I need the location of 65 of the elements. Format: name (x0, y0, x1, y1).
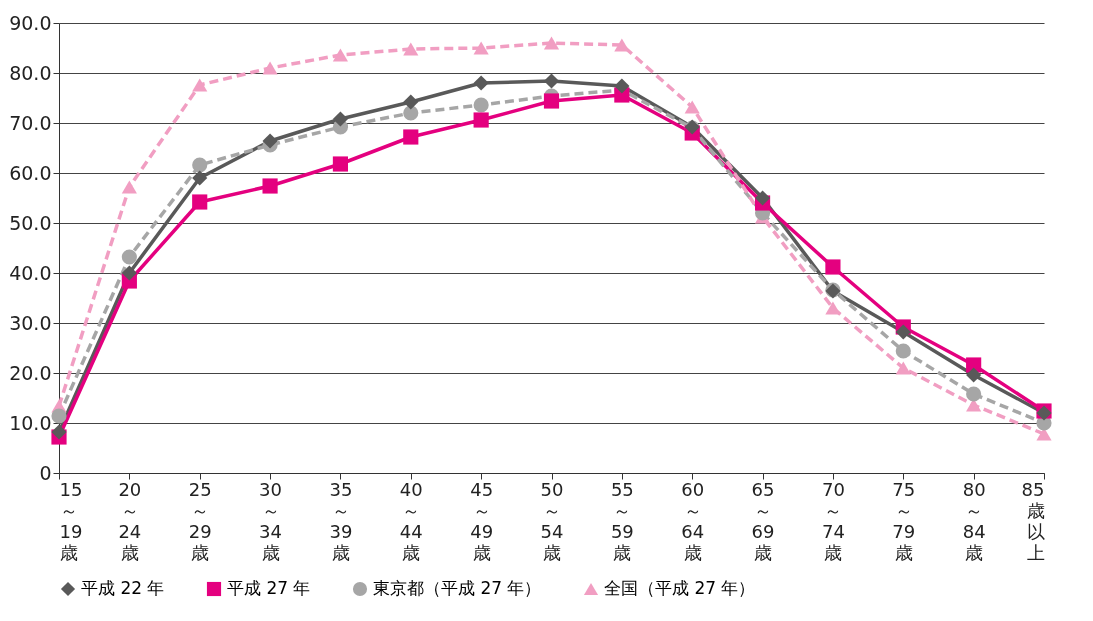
point (543, 36, 560, 50)
y-tick-label: 80.0 (9, 61, 52, 84)
point (121, 249, 137, 265)
point (825, 259, 841, 275)
point (332, 156, 349, 172)
point (825, 301, 841, 315)
point (332, 111, 349, 127)
point (51, 424, 67, 440)
y-tick-label: 50.0 (9, 211, 52, 234)
y-tick-label: 60.0 (9, 161, 52, 184)
legend-label: 平成 22 年 (81, 578, 165, 598)
point (754, 190, 771, 206)
point (473, 41, 489, 55)
point (966, 386, 982, 402)
x-tick-label: 15～19歳 (59, 478, 83, 563)
x-tick-label: 25～29歳 (188, 478, 212, 563)
point (473, 112, 489, 128)
point (262, 61, 278, 75)
y-tick-label: 90.0 (9, 11, 52, 34)
point (262, 133, 278, 149)
legend-label: 全国（平成 27 年） (604, 578, 756, 598)
point (192, 170, 208, 186)
legend-label: 東京都（平成 27 年） (373, 578, 542, 598)
point (473, 97, 489, 113)
point (895, 343, 911, 359)
point (121, 180, 137, 194)
legend-label: 平成 27 年 (227, 578, 311, 598)
point (332, 48, 349, 62)
y-tick-label: 70.0 (9, 111, 52, 134)
x-tick-label: 65～69歳 (751, 478, 775, 563)
point (403, 129, 419, 145)
x-tick-label: 85歳以上 (1021, 478, 1045, 563)
point (473, 75, 489, 91)
x-tick-label: 45～49歳 (470, 478, 494, 563)
point (684, 100, 700, 114)
point (51, 408, 67, 424)
point (192, 78, 208, 92)
x-tick-label: 30～34歳 (259, 478, 283, 563)
y-tick-label: 20.0 (9, 361, 52, 384)
point (192, 157, 208, 173)
y-tick-label: 10.0 (9, 411, 52, 434)
point (614, 78, 630, 94)
point (403, 94, 419, 110)
x-tick-label: 55～59歳 (610, 478, 634, 563)
x-tick-label: 40～44歳 (399, 478, 423, 563)
y-tick-label: 30.0 (9, 311, 52, 334)
point (121, 265, 137, 281)
y-tick-label: 0 (39, 461, 52, 484)
point (614, 38, 630, 52)
point (543, 93, 560, 109)
y-tick-label: 40.0 (9, 261, 52, 284)
x-tick-label: 50～54歳 (540, 478, 564, 563)
point (403, 42, 419, 56)
point (192, 194, 208, 210)
point (262, 178, 278, 194)
x-tick-label: 70～74歳 (821, 478, 845, 563)
point (966, 367, 982, 383)
x-tick-label: 35～39歳 (329, 478, 353, 563)
x-tick-label: 60～64歳 (681, 478, 705, 563)
x-tick-label: 80～84歳 (962, 478, 986, 563)
x-tick-label: 20～24歳 (118, 478, 142, 563)
point (543, 73, 560, 89)
point (895, 361, 911, 375)
x-tick-label: 75～79歳 (892, 478, 916, 563)
point (895, 324, 911, 340)
